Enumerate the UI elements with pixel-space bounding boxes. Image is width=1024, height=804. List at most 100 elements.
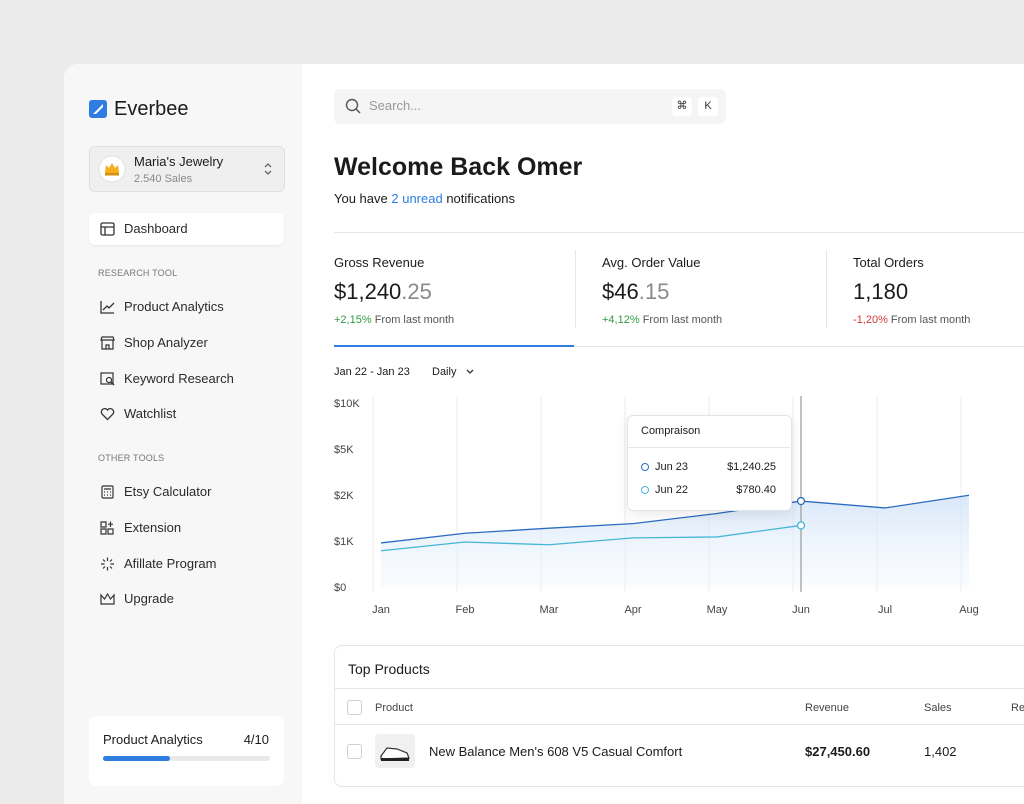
column-header: Product (375, 702, 413, 714)
brand: Everbee (114, 98, 189, 120)
chevron-updown (264, 163, 272, 175)
icon (100, 521, 114, 535)
nav-label: Shop Analyzer (124, 335, 208, 350)
icon (100, 301, 115, 314)
chart: $10K $5K $2K $1K $0 Jan Feb Mar Apr May Jun Jul Aug (334, 396, 979, 616)
shop-sales: 2.540 Sales (134, 173, 193, 185)
tooltip-value: $1,240.25 (727, 461, 776, 473)
nav-item[interactable]: Afillate Program (92, 554, 282, 574)
table-card (334, 645, 1024, 787)
stat-change: +4,12% From last month (602, 314, 722, 326)
notice: You have 2 unread notifications (334, 191, 515, 207)
nav-item[interactable]: Upgrade (92, 589, 282, 609)
tooltip-marker (641, 486, 649, 495)
product-sales: 1,402 (924, 744, 957, 759)
tooltip-marker (641, 463, 649, 472)
nav-item[interactable]: Etsy Calculator (92, 482, 282, 502)
progress-fill (103, 756, 170, 761)
divider (335, 724, 1024, 725)
icon (101, 557, 114, 571)
product-name: New Balance Men's 608 V5 Casual Comfort (429, 744, 683, 759)
stat-card: Avg. Order Value $46.15 +4,12% From last… (602, 255, 722, 326)
shop-name: Maria's Jewelry (134, 154, 224, 169)
interval-select[interactable]: Daily (432, 366, 457, 378)
shortcut-key: K (698, 97, 718, 116)
tooltip-label: Jun 22 (655, 484, 689, 496)
icon (100, 592, 115, 605)
stat-change-value: +2,15% (334, 314, 372, 326)
stat-value: 1,180 (853, 279, 970, 305)
table-title: Top Products (348, 661, 430, 677)
stat-label: Total Orders (853, 255, 924, 270)
notice-text: notifications (446, 191, 515, 206)
y-tick-label: $2K (334, 490, 354, 502)
logo-icon (89, 100, 107, 118)
nav-label: Extension (124, 520, 182, 535)
stat-value: $1,240.25 (334, 279, 454, 305)
progress-count: 4/10 (243, 732, 269, 747)
search-placeholder: Search... (369, 98, 422, 113)
stat-label: Avg. Order Value (602, 255, 701, 270)
icon (100, 372, 115, 386)
page: { "sidebar": { "brand": "Everbee", "shop… (64, 64, 1024, 804)
x-tick-label: Jun (792, 604, 810, 616)
notice-text: You have (334, 191, 388, 206)
y-tick-label: $0 (334, 582, 346, 594)
nav-item[interactable]: Shop Analyzer (92, 333, 282, 353)
active-tab-indicator (334, 345, 574, 347)
nav-item[interactable]: Extension (92, 518, 282, 538)
x-tick-label: Jan (372, 604, 390, 616)
line (380, 494, 970, 544)
notice-link[interactable]: 2 unread (391, 191, 443, 206)
nav-item[interactable]: Watchlist (92, 404, 282, 424)
nav-label: Upgrade (124, 591, 174, 606)
shop-avatar (98, 155, 126, 183)
y-tick-label: $5K (334, 444, 354, 456)
line (380, 524, 802, 552)
nav-label: Afillate Program (124, 556, 217, 571)
nav-item[interactable]: Product Analytics (92, 297, 282, 317)
stat-label: Gross Revenue (334, 255, 425, 270)
progress-card (89, 716, 284, 786)
nav-dashboard[interactable]: Dashboard (92, 219, 282, 239)
x-tick-label: Jul (878, 604, 892, 616)
stat-value: $46.15 (602, 279, 722, 305)
tooltip-value: $780.40 (736, 484, 776, 496)
search-box[interactable] (334, 89, 726, 124)
product-thumbnail (375, 734, 415, 768)
nav-item[interactable]: Keyword Research (92, 369, 282, 389)
x-tick-label: May (707, 604, 728, 616)
icon (100, 407, 115, 421)
stat-int: $46 (602, 279, 639, 304)
stat-note: From last month (642, 314, 723, 326)
section-title: OTHER TOOLS (98, 453, 165, 463)
checkbox[interactable] (347, 744, 362, 759)
tooltip-row: Jun 22 (641, 482, 688, 498)
x-tick-label: Feb (456, 604, 475, 616)
divider (334, 232, 1024, 233)
stat-int: 1,180 (853, 279, 909, 304)
progress-track (103, 756, 270, 761)
divider (826, 250, 827, 328)
icon (100, 336, 115, 350)
column-header: Sales (924, 702, 952, 714)
icon (100, 222, 115, 236)
stat-change: -1,20% From last month (853, 314, 970, 326)
divider (334, 346, 1024, 347)
shop-switcher[interactable] (89, 146, 285, 192)
nav-label: Etsy Calculator (124, 484, 212, 499)
product-revenue: $27,450.60 (805, 744, 871, 759)
column-header: Re (1011, 702, 1024, 714)
stat-change-value: -1,20% (853, 314, 888, 326)
stat-note: From last month (374, 314, 455, 326)
x-tick-label: Aug (959, 604, 979, 616)
y-tick-label: $1K (334, 536, 354, 548)
checkbox[interactable] (347, 700, 362, 715)
divider (335, 688, 1024, 689)
nav-label: Product Analytics (124, 299, 224, 314)
hover-point (796, 496, 806, 506)
date-range[interactable]: Jan 22 - Jan 23 (334, 366, 410, 378)
tooltip (627, 415, 792, 511)
x-tick-label: Mar (540, 604, 559, 616)
stat-change: +2,15% From last month (334, 314, 454, 326)
